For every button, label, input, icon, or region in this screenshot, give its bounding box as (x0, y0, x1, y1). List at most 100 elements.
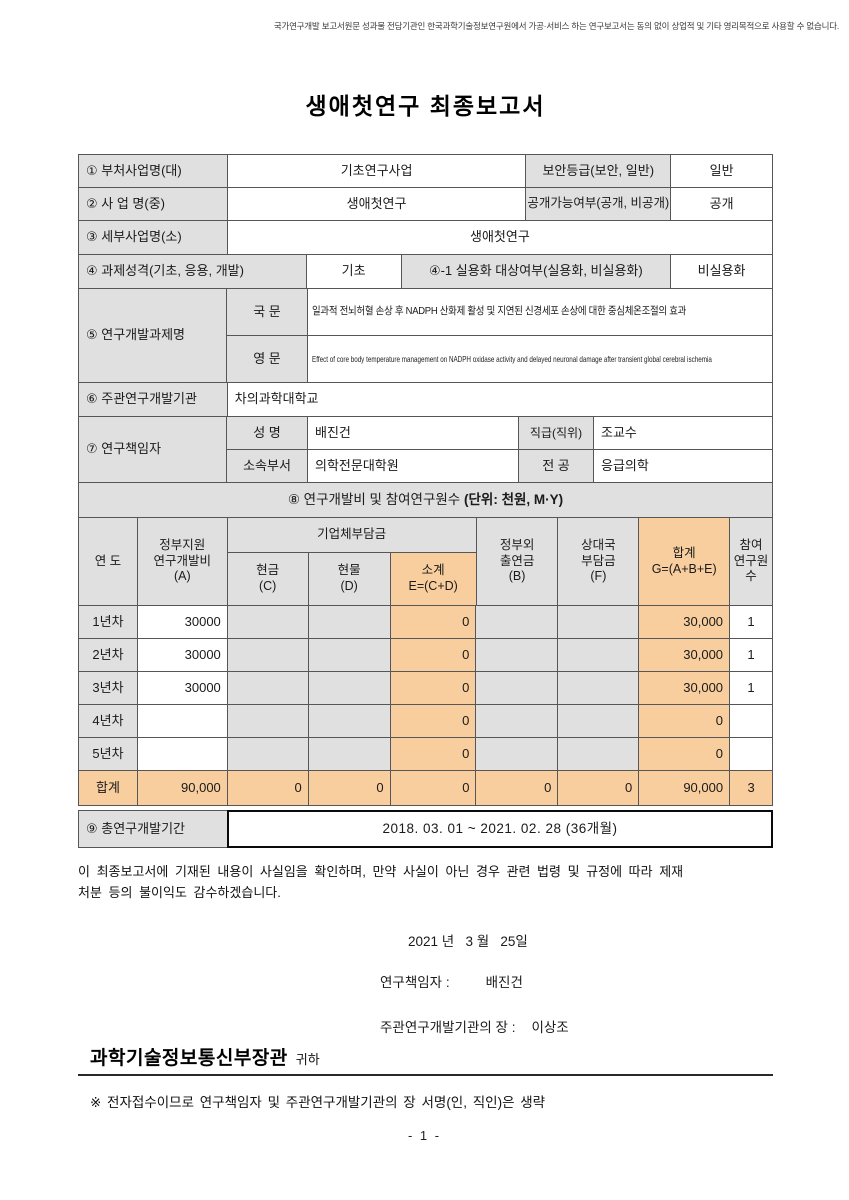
period-label: ⑨ 총연구개발기간 (78, 810, 227, 848)
budget-header-cash: 현금 (C) (227, 553, 309, 606)
commercialization-value: 비실용화 (671, 255, 773, 289)
year5-cash (227, 738, 309, 771)
project-title-eng-row: 영 문 Effect of core body temperature mana… (227, 336, 773, 383)
info-row-4: ④ 과제성격(기초, 응용, 개발) 기초 ④-1 실용화 대상여부(실용화, … (79, 255, 773, 289)
year5-label: 5년차 (79, 738, 138, 771)
pi-name-label: 성 명 (227, 417, 308, 450)
budget-row-total: 합계 90,000 0 0 0 0 0 90,000 3 (79, 771, 774, 806)
recipient-line: 과학기술정보통신부장관 귀하 (78, 1043, 773, 1077)
year4-label: 4년차 (79, 705, 138, 738)
budget-header-inkind: 현물 (D) (308, 553, 391, 606)
budget-row-year4: 4년차 0 0 (79, 705, 773, 738)
project-type-label: ④ 과제성격(기초, 응용, 개발) (79, 255, 307, 289)
budget-header-subtotal: 소계 E=(C+D) (390, 553, 477, 606)
year5-members (730, 738, 773, 771)
pi-name-value: 배진건 (308, 417, 519, 450)
disclosure-value: 공개 (671, 188, 774, 221)
english-title-label: 영 문 (227, 336, 308, 383)
year5-subtotal: 0 (390, 738, 477, 771)
program-name-value: 생애첫연구 (227, 188, 527, 221)
project-title-group: 국 문 일과적 전뇌허혈 손상 후 NADPH 산화제 활성 및 지연된 신경세… (227, 289, 773, 383)
signature-date: 2021 년 3 월 25일 (408, 934, 528, 950)
total-nongov: 0 (476, 771, 559, 806)
security-grade-label: 보안등급(보안, 일반) (526, 155, 672, 188)
year3-inkind (308, 672, 391, 705)
pi-position-value: 조교수 (594, 417, 773, 450)
year2-partner (558, 639, 640, 672)
pi-dept-label: 소속부서 (227, 450, 308, 483)
year4-nongov (476, 705, 559, 738)
confirmation-statement: 이 최종보고서에 기재된 내용이 사실임을 확인하며, 만약 사실이 아닌 경우… (78, 864, 684, 901)
pi-dept-value: 의학전문대학원 (308, 450, 519, 483)
year1-label: 1년차 (79, 606, 138, 639)
budget-header-members: 참여 연구원수 (730, 518, 773, 606)
pi-position-label: 직급(직위) (519, 417, 594, 450)
year1-subtotal: 0 (390, 606, 477, 639)
total-total: 90,000 (639, 771, 731, 806)
pi-name-row: 성 명 배진건 직급(직위) 조교수 (227, 417, 773, 450)
recipient-minister: 과학기술정보통신부장관 (90, 1048, 288, 1070)
year2-total: 30,000 (639, 639, 731, 672)
sub-program-label: ③ 세부사업명(소) (79, 221, 228, 255)
english-title-text: Effect of core body temperature manageme… (312, 353, 712, 364)
year5-total: 0 (639, 738, 731, 771)
info-row-3: ③ 세부사업명(소) 생애첫연구 (79, 221, 773, 255)
budget-header-year: 연 도 (79, 518, 138, 606)
budget-row-year3: 3년차 30000 0 30,000 1 (79, 672, 773, 705)
year1-partner (558, 606, 640, 639)
year3-gov: 30000 (137, 672, 228, 705)
total-gov: 90,000 (137, 771, 228, 806)
top-disclaimer: 국가연구개발 보고서원문 성과물 전담기관인 한국과학기술정보연구원에서 가공·… (273, 21, 839, 31)
pi-group: 성 명 배진건 직급(직위) 조교수 소속부서 의학전문대학원 전 공 응급의학 (227, 417, 773, 483)
budget-header-total: 합계 G=(A+B+E) (639, 518, 731, 606)
budget-table: 연 도 정부지원 연구개발비 (A) 기업체부담금 현금 (C) 현물 (D) … (78, 518, 774, 806)
total-inkind: 0 (308, 771, 391, 806)
budget-section-title: ⑧ 연구개발비 및 참여연구원수 (단위: 천원, M·Y) (79, 483, 773, 518)
budget-header-company: 기업체부담금 (227, 518, 477, 553)
total-subtotal: 0 (390, 771, 477, 806)
info-row-2: ② 사 업 명(중) 생애첫연구 공개가능여부(공개, 비공개) 공개 (79, 188, 774, 221)
year1-cash (227, 606, 309, 639)
year2-cash (227, 639, 309, 672)
project-title-kor-row: 국 문 일과적 전뇌허혈 손상 후 NADPH 산화제 활성 및 지연된 신경세… (227, 289, 773, 336)
electronic-submission-note: ※ 전자접수이므로 연구책임자 및 주관연구개발기관의 장 서명(인, 직인)은… (90, 1095, 546, 1111)
page-number: - 1 - (407, 1128, 442, 1143)
info-row-5: ⑤ 연구개발과제명 국 문 일과적 전뇌허혈 손상 후 NADPH 산화제 활성… (79, 289, 773, 383)
security-grade-value: 일반 (671, 155, 774, 188)
budget-row-year1: 1년차 30000 0 30,000 1 (79, 606, 773, 639)
budget-row-year5: 5년차 0 0 (79, 738, 773, 771)
year2-nongov (476, 639, 559, 672)
year3-label: 3년차 (79, 672, 138, 705)
info-table: ① 부처사업명(대) 기초연구사업 보안등급(보안, 일반) 일반 ② 사 업 … (78, 154, 774, 483)
year4-members (730, 705, 773, 738)
head-signature-line: 주관연구개발기관의 장 : 이상조 (78, 1016, 773, 1036)
korean-title-text: 일과적 전뇌허혈 손상 후 NADPH 산화제 활성 및 지연된 신경세포 손상… (312, 305, 687, 318)
year5-gov (137, 738, 228, 771)
period-row: ⑨ 총연구개발기간 2018. 03. 01 ~ 2021. 02. 28 (3… (78, 810, 773, 848)
head-signature-name: 이상조 (531, 1020, 569, 1036)
total-partner: 0 (558, 771, 640, 806)
page-title: 생애첫연구 최종보고서 (305, 93, 546, 119)
info-row-1: ① 부처사업명(대) 기초연구사업 보안등급(보안, 일반) 일반 (79, 155, 774, 188)
budget-header-nongov: 정부외 출연금 (B) (476, 518, 559, 606)
year3-cash (227, 672, 309, 705)
pi-dept-row: 소속부서 의학전문대학원 전 공 응급의학 (227, 450, 773, 483)
year1-total: 30,000 (639, 606, 731, 639)
document-body: 생애첫연구 최종보고서 ① 부처사업명(대) 기초연구사업 보안등급(보안, 일… (78, 0, 774, 1111)
project-type-value: 기초 (306, 255, 402, 289)
commercialization-label: ④-1 실용화 대상여부(실용화, 비실용화) (401, 255, 672, 289)
year1-nongov (476, 606, 559, 639)
budget-row-year2: 2년차 30000 0 30,000 1 (79, 639, 773, 672)
pi-signature-label: 연구책임자 : (380, 975, 450, 991)
budget-header-gov: 정부지원 연구개발비 (A) (137, 518, 228, 606)
year3-subtotal: 0 (390, 672, 477, 705)
total-cash: 0 (227, 771, 309, 806)
year5-inkind (308, 738, 391, 771)
year3-total: 30,000 (639, 672, 731, 705)
korean-title-cell: 일과적 전뇌허혈 손상 후 NADPH 산화제 활성 및 지연된 신경세포 손상… (308, 289, 773, 336)
year2-gov: 30000 (137, 639, 228, 672)
year1-gov: 30000 (137, 606, 228, 639)
recipient-suffix: 귀하 (295, 1052, 320, 1068)
year1-inkind (308, 606, 391, 639)
